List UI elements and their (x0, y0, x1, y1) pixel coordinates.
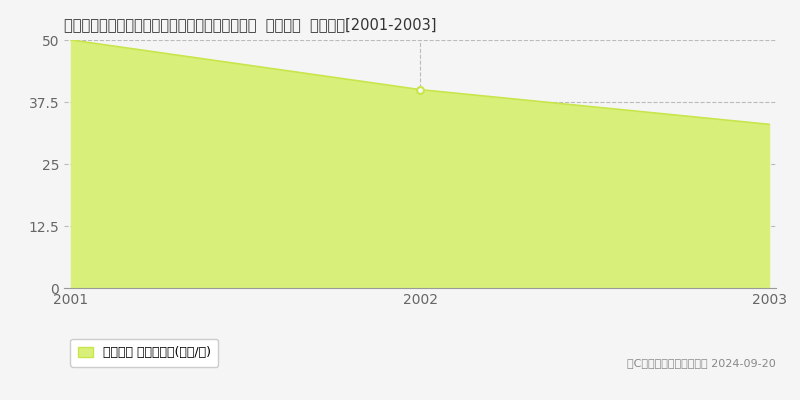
Point (414, 86, 426, 93)
Text: 愛知県知多郡南知多町大字内海字中浜田６番５外  公示地価  地価推移[2001-2003]: 愛知県知多郡南知多町大字内海字中浜田６番５外 公示地価 地価推移[2001-20… (64, 17, 437, 32)
Legend: 公示地価 平均坪単価(万円/坪): 公示地価 平均坪単価(万円/坪) (70, 339, 218, 367)
Text: （C）土地価格ドットコム 2024-09-20: （C）土地価格ドットコム 2024-09-20 (627, 358, 776, 368)
